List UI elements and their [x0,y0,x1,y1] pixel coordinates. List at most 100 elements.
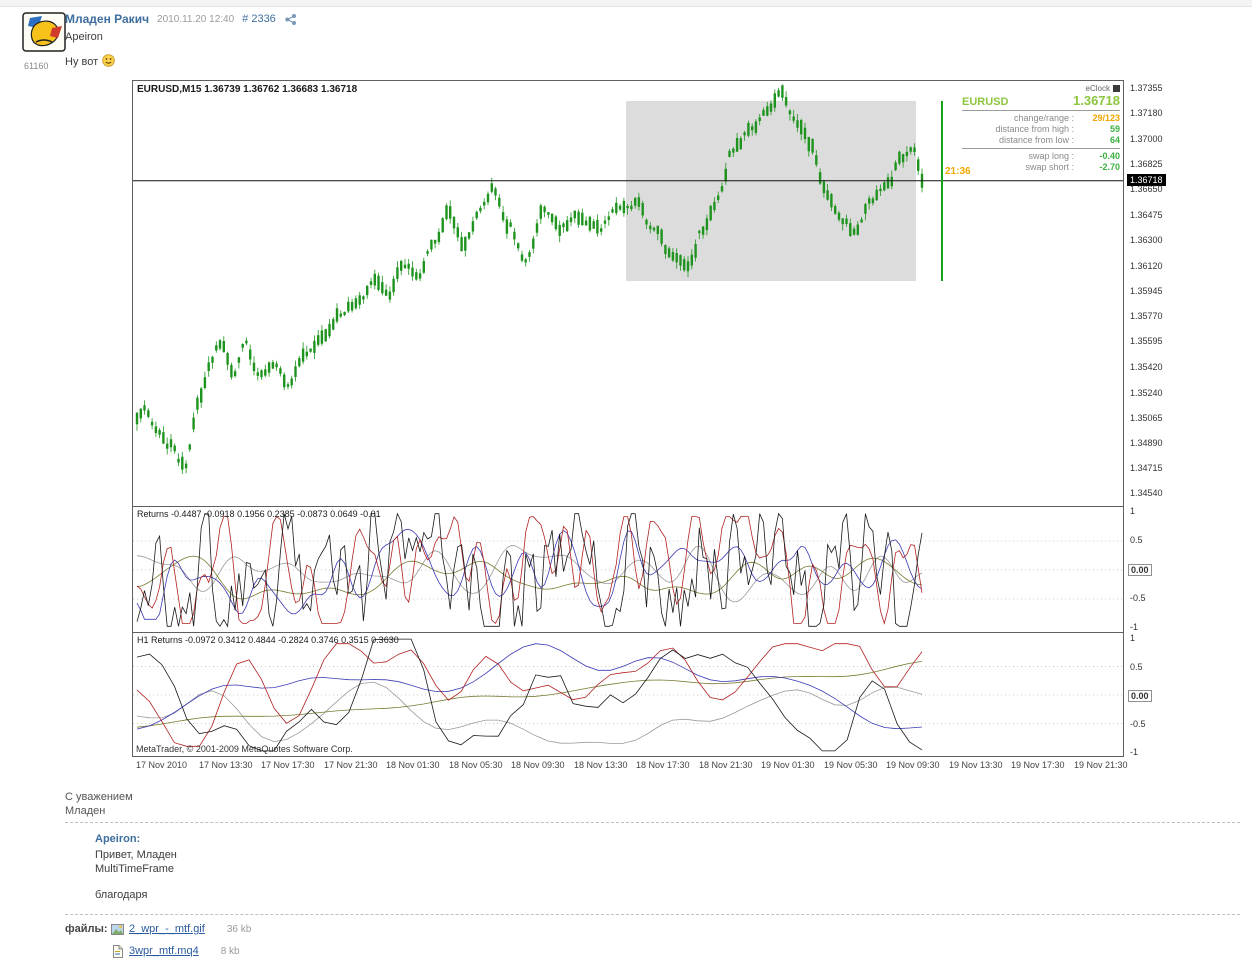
indicator-scale-label: 0.5 [1130,535,1143,545]
attachment-link-gif[interactable]: 2_wpr_-_mtf.gif [129,923,205,935]
time-axis-label: 18 Nov 17:30 [636,760,690,770]
price-scale-label: 1.35065 [1130,413,1163,423]
eclock-price: 1.36718 [1073,93,1120,108]
chart-title: EURUSD,M15 1.36739 1.36762 1.36683 1.367… [137,84,358,95]
eclock-row-label: change/range : [1013,113,1074,123]
quote-line: благодаря [95,889,148,901]
post-text-greeting: Ну вот [65,56,99,68]
post-text-line2: Ну вот [65,54,115,70]
eclock-header: eClock [962,83,1120,93]
post-date: 2010.11.20 12:40 [157,13,235,25]
time-axis: 17 Nov 2010 17 Nov 13:30 17 Nov 17:30 17 No… [132,757,1128,773]
indicator-scale-label: -1 [1130,622,1139,632]
eclock-row: swap long : -0.40 [962,151,1120,162]
indicator-scale-label: -0.5 [1130,719,1146,729]
price-scale-label: 1.36825 [1130,159,1163,169]
indicator-scale-label: 1 [1130,633,1136,643]
signature: С уважением Младен [65,790,133,818]
eclock-row: swap short : -2.70 [962,162,1120,173]
post-header: Младен Ракич 2010.11.20 12:40 # 2336 [65,12,297,26]
eclock-divider [962,110,1120,111]
page-top-divider [0,0,1252,7]
quote-author: Apeiron: [95,833,141,845]
eclock-row-label: swap short : [1025,162,1074,172]
eclock-title: eClock [1085,83,1110,93]
attachment-size: 8 kb [220,945,240,957]
quote-line: Привет, Младен [95,849,177,861]
indicator-scale-label: 0.00 [1128,690,1152,702]
attachments-label: файлы: [65,923,108,935]
chart-image[interactable]: EURUSD,M15 1.36739 1.36762 1.36683 1.367… [132,80,1168,773]
time-axis-label: 19 Nov 21:30 [1074,760,1128,770]
ind2-canvas [133,633,1123,756]
time-axis-label: 19 Nov 09:30 [886,760,940,770]
indicator-scale-label: 0.00 [1128,564,1152,576]
h1-returns-pane: H1 Returns -0.0972 0.3412 0.4844 -0.2824… [133,632,1123,756]
quote-block: Apeiron: Привет, Младен MultiTimeFrame б… [65,822,1240,915]
indicator-scale-label: -0.5 [1130,593,1146,603]
share-icon[interactable] [284,13,297,26]
current-price-badge: 1.36718 [1127,174,1166,186]
price-scale-label: 1.37000 [1130,134,1163,144]
attachment-row: файлы: 2_wpr_-_mtf.gif 36 kb [65,918,251,940]
attachments: файлы: 2_wpr_-_mtf.gif 36 kb 3wpr_mtf.mq… [65,918,251,962]
signature-line1: С уважением [65,791,133,803]
metatrader-copyright: MetaTrader, © 2001-2009 MetaQuotes Softw… [136,744,353,754]
time-axis-label: 17 Nov 17:30 [261,760,315,770]
eclock-row-label: distance from high : [995,124,1074,134]
eclock-row: change/range : 29/123 [962,113,1120,124]
price-scale: 1.36718 1.37355 1.37180 1.37000 1.36825 1.36… [1124,80,1168,757]
eclock-row-value: -2.70 [1099,162,1120,172]
time-axis-label: 19 Nov 01:30 [761,760,815,770]
price-scale-label: 1.36650 [1130,184,1163,194]
price-scale-label: 1.34890 [1130,438,1163,448]
author-link[interactable]: Младен Ракич [65,12,150,26]
eclock-row-value: 64 [1109,135,1120,145]
price-scale-label: 1.37355 [1130,83,1163,93]
returns-pane: Returns -0.4487 -0.0918 0.1956 0.2385 -0… [133,506,1123,632]
indicator-scale-label: 1 [1130,506,1136,516]
code-file-icon [111,944,124,958]
indicator-scale-label: 0.5 [1130,662,1143,672]
time-axis-label: 19 Nov 05:30 [824,760,878,770]
post-number-link[interactable]: # 2336 [242,13,276,25]
returns-indicator-label: Returns -0.4487 -0.0918 0.1956 0.2385 -0… [137,509,381,519]
price-scale-label: 1.35420 [1130,362,1163,372]
time-axis-label: 17 Nov 2010 [136,760,188,770]
eclock-symbol-row: EURUSD 1.36718 [962,93,1120,108]
time-axis-label: 18 Nov 21:30 [699,760,753,770]
eclock-row-value: -0.40 [1099,151,1120,161]
eclock-row-label: distance from low : [998,135,1074,145]
price-scale-label: 1.36120 [1130,261,1163,271]
attachment-size: 36 kb [226,923,252,935]
indicator-scale-label: -1 [1130,747,1139,757]
price-scale-label: 1.35240 [1130,388,1163,398]
price-scale-label: 1.35770 [1130,311,1163,321]
h1-returns-indicator-label: H1 Returns -0.0972 0.3412 0.4844 -0.2824… [137,635,399,645]
eclock-row-value: 29/123 [1092,113,1120,123]
time-axis-label: 18 Nov 13:30 [574,760,628,770]
eclock-divider [962,148,1120,149]
time-axis-label: 17 Nov 21:30 [324,760,378,770]
eclock-row-label: swap long : [1028,151,1074,161]
eclock-close-icon [1113,84,1120,92]
time-axis-label: 18 Nov 05:30 [449,760,503,770]
attachment-link-mq4[interactable]: 3wpr_mtf.mq4 [129,945,199,957]
price-scale-label: 1.37180 [1130,108,1163,118]
attachment-row: 3wpr_mtf.mq4 8 kb [65,940,251,962]
time-axis-label: 18 Nov 09:30 [511,760,565,770]
quote-line: MultiTimeFrame [95,863,175,875]
ind1-canvas [133,507,1123,632]
price-pane: EURUSD,M15 1.36739 1.36762 1.36683 1.367… [133,81,1123,506]
price-scale-label: 1.34540 [1130,488,1163,498]
price-scale-label: 1.34715 [1130,463,1163,473]
user-id: 61160 [24,61,49,71]
price-scale-label: 1.36300 [1130,235,1163,245]
post-text-line1: Apeiron [65,31,103,43]
eclock-symbol: EURUSD [962,96,1009,108]
chart-plot-area: EURUSD,M15 1.36739 1.36762 1.36683 1.367… [132,80,1124,757]
smiley-icon [102,54,115,70]
avatar[interactable] [22,12,66,52]
price-scale-label: 1.35595 [1130,336,1163,346]
time-axis-label: 17 Nov 13:30 [199,760,253,770]
